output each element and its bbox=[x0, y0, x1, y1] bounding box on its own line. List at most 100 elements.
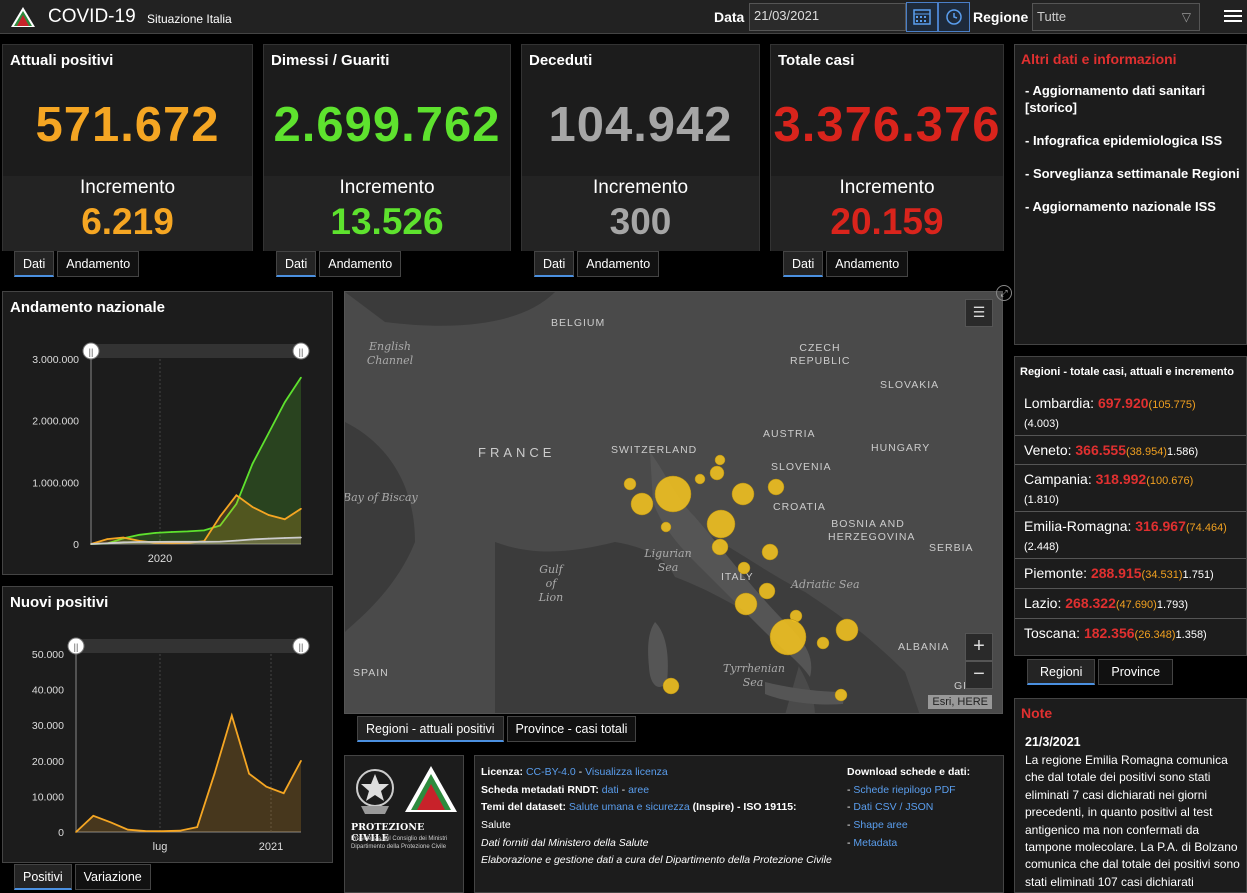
tab-province[interactable]: Province bbox=[1098, 659, 1174, 685]
hamburger-menu-icon[interactable] bbox=[1224, 7, 1242, 25]
tab-dati[interactable]: Dati bbox=[534, 251, 575, 277]
data-point bbox=[300, 507, 302, 510]
map-label: FRANCE bbox=[478, 445, 556, 460]
map-label: Gulf of Lion bbox=[538, 563, 564, 604]
data-point bbox=[267, 537, 270, 540]
map-view[interactable]: BELGIUM English Channel CZECH REPUBLIC S… bbox=[344, 291, 1003, 714]
fullscreen-icon[interactable]: ⤢ bbox=[996, 285, 1012, 301]
clock-icon bbox=[946, 9, 962, 25]
download-metadata-link[interactable]: Metadata bbox=[853, 836, 898, 849]
data-point bbox=[154, 541, 157, 543]
data-point bbox=[265, 785, 268, 788]
data-point bbox=[300, 760, 302, 762]
tab-variazione[interactable]: Variazione bbox=[74, 864, 151, 890]
tab-province-casi-totali[interactable]: Province - casi totali bbox=[506, 716, 637, 742]
info-line1: Dati forniti dal Ministero della Salute bbox=[481, 836, 649, 849]
download-csv-link[interactable]: Dati CSV / JSON bbox=[853, 801, 934, 814]
tab-dati[interactable]: Dati bbox=[276, 251, 317, 277]
info-line2: Elaborazione e gestione dati a cura del … bbox=[481, 854, 832, 867]
temi-link[interactable]: Salute umana e sicurezza bbox=[568, 801, 690, 814]
region-current: (100.676) bbox=[1146, 475, 1194, 487]
plus-icon: + bbox=[973, 635, 985, 657]
region-bubble bbox=[731, 482, 755, 506]
map-label: Bay of Biscay bbox=[344, 491, 418, 504]
tab-dati[interactable]: Dati bbox=[14, 251, 55, 277]
date-input[interactable]: 21/03/2021 bbox=[749, 3, 906, 31]
region-row[interactable]: Lazio: 268.322(47.690)1.793) bbox=[1015, 588, 1246, 618]
data-point bbox=[267, 432, 270, 434]
region-row[interactable]: Piemonte: 288.915(34.531)1.751) bbox=[1015, 558, 1246, 588]
licenza-link[interactable]: CC-BY-4.0 bbox=[525, 766, 576, 778]
info-panel: Licenza: CC-BY-4.0 - Visualizza licenza … bbox=[474, 755, 1004, 893]
app-title: COVID-19 bbox=[48, 6, 136, 27]
region-row[interactable]: Emilia-Romagna: 316.967(74.464) (2.448) bbox=[1015, 511, 1246, 558]
data-point bbox=[75, 831, 77, 833]
note-date: 21/3/2021 bbox=[1025, 735, 1081, 749]
data-point bbox=[138, 533, 141, 536]
tab-andamento[interactable]: Andamento bbox=[577, 251, 660, 277]
scheda-dati-link[interactable]: dati bbox=[601, 783, 619, 796]
download-shape-link[interactable]: Shape aree bbox=[853, 818, 908, 831]
pc-triangle-logo bbox=[405, 766, 457, 812]
scheda-aree-link[interactable]: aree bbox=[628, 783, 650, 796]
map-label: ALBANIA bbox=[898, 641, 950, 653]
date-label: Data bbox=[714, 9, 745, 25]
region-row[interactable]: Campania: 318.992(100.676) (1.810) bbox=[1015, 464, 1246, 511]
map-label: AUSTRIA bbox=[763, 428, 816, 440]
download-pdf-link[interactable]: Schede riepilogo PDF bbox=[853, 783, 956, 796]
region-bubble bbox=[834, 688, 848, 702]
data-point bbox=[92, 815, 95, 817]
y-tick-label: 3.000.000 bbox=[32, 354, 79, 366]
region-row[interactable]: Veneto: 366.555(38.954)1.586) bbox=[1015, 435, 1246, 464]
tab-andamento[interactable]: Andamento bbox=[319, 251, 402, 277]
calendar-button[interactable] bbox=[906, 2, 938, 32]
link-sorveglianza-regioni[interactable]: - Sorveglianza settimanale Regioni bbox=[1025, 165, 1240, 181]
tab-regioni-attuali-positivi[interactable]: Regioni - attuali positivi bbox=[357, 716, 504, 742]
region-select[interactable]: Tutte ▽ bbox=[1032, 3, 1200, 31]
data-point bbox=[187, 541, 189, 543]
tab-andamento[interactable]: Andamento bbox=[826, 251, 909, 277]
data-point bbox=[235, 539, 238, 542]
region-row[interactable]: Toscana: 182.356(26.348)1.358) bbox=[1015, 618, 1246, 648]
y-tick-label: 2.000.000 bbox=[32, 416, 79, 428]
new-positives-chart: || || 50.000 40.000 30.000 20.000 10.000 0 lug 20… bbox=[32, 637, 310, 853]
region-bubble bbox=[761, 543, 779, 561]
link-infografica-iss[interactable]: - Infografica epidemiologica ISS bbox=[1025, 132, 1223, 148]
data-point bbox=[213, 772, 216, 775]
region-current: (38.954) bbox=[1126, 446, 1167, 458]
tab-dati[interactable]: Dati bbox=[783, 251, 824, 277]
data-point bbox=[170, 542, 173, 544]
legend-list-button[interactable]: ☰ bbox=[965, 299, 993, 327]
region-bubble bbox=[630, 492, 654, 516]
new-positives-title: Nuovi positivi bbox=[10, 594, 109, 611]
map-label: GI bbox=[954, 680, 968, 692]
zoom-in-button[interactable]: + bbox=[965, 633, 993, 661]
x-tick-label: 2021 bbox=[259, 841, 283, 853]
region-row[interactable]: Lombardia: 697.920(105.775) (4.003) bbox=[1015, 389, 1246, 435]
app-subtitle: Situazione Italia bbox=[147, 12, 232, 26]
card-totale-casi: Totale casi 3.376.376 Incremento 20.159 bbox=[770, 44, 1004, 251]
protezione-civile-logo-icon bbox=[11, 7, 35, 27]
download-title: Download schede e dati: bbox=[847, 766, 971, 778]
link-aggiornamento-dati[interactable]: - Aggiornamento dati sanitari [storico] bbox=[1025, 83, 1206, 115]
visualizza-licenza-link[interactable]: Visualizza licenza bbox=[585, 766, 668, 778]
data-point bbox=[106, 542, 108, 545]
map-label: SLOVENIA bbox=[771, 461, 832, 473]
region-bubble bbox=[737, 561, 751, 575]
tab-regioni[interactable]: Regioni bbox=[1027, 659, 1096, 685]
altri-dati-panel: Altri dati e informazioni - Aggiornament… bbox=[1014, 44, 1247, 345]
time-button[interactable] bbox=[938, 2, 970, 32]
tab-andamento[interactable]: Andamento bbox=[57, 251, 140, 277]
link-aggiornamento-iss[interactable]: - Aggiornamento nazionale ISS bbox=[1025, 198, 1216, 214]
map-label: CZECH REPUBLIC bbox=[790, 342, 851, 368]
card-inc-value: 13.526 bbox=[330, 201, 444, 242]
handle-grip-icon: || bbox=[74, 642, 79, 652]
map-label: HUNGARY bbox=[871, 442, 931, 454]
zoom-out-button[interactable]: − bbox=[965, 661, 993, 689]
region-total: 288.915 bbox=[1090, 565, 1142, 581]
data-point bbox=[284, 401, 286, 403]
data-point bbox=[219, 515, 222, 518]
region-bubble bbox=[734, 592, 758, 616]
region-label: Regione bbox=[973, 9, 1029, 25]
tab-positivi[interactable]: Positivi bbox=[14, 864, 72, 890]
